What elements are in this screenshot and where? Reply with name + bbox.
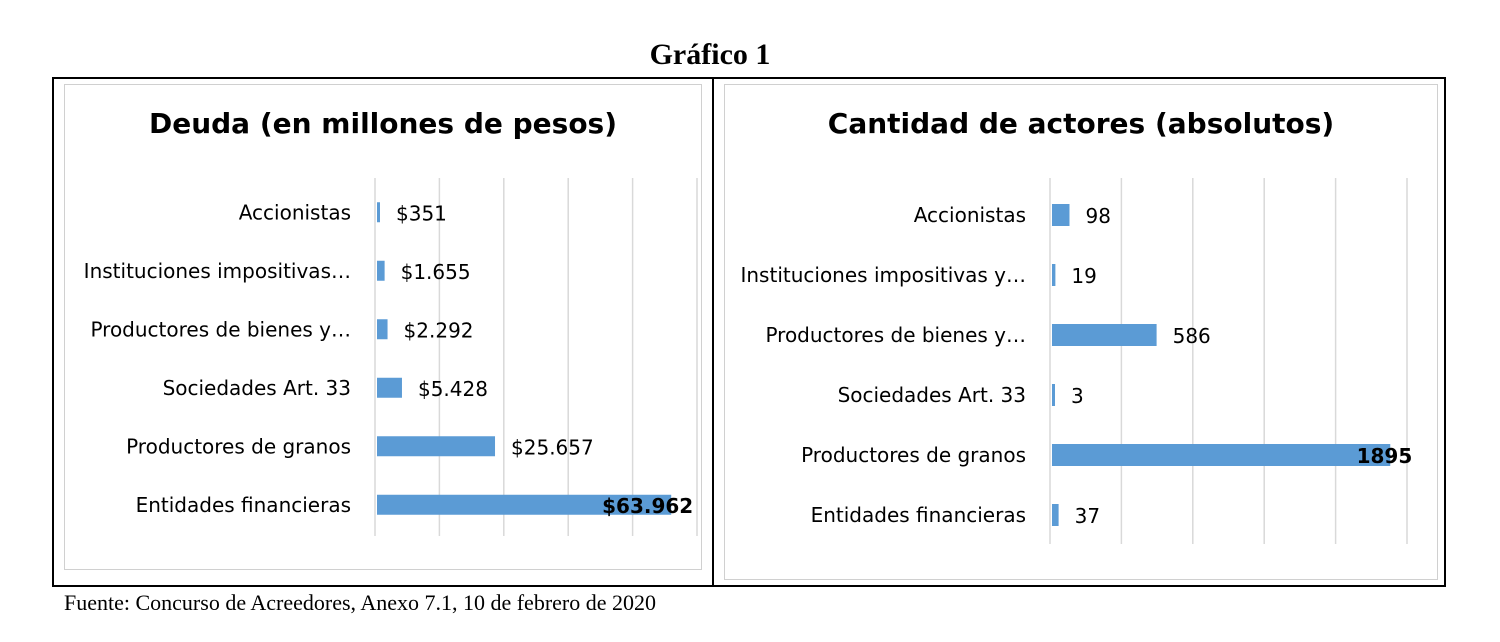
category-label-actores: Entidades financieras	[811, 503, 1026, 527]
bar-deuda	[377, 319, 388, 340]
chart-panel-deuda: Deuda (en millones de pesos)	[64, 84, 702, 570]
figure-title: Gráfico 1	[649, 38, 771, 71]
bar-deuda	[377, 377, 402, 398]
value-label-actores: 1895	[1357, 444, 1413, 468]
chart-title-deuda: Deuda (en millones de pesos)	[148, 107, 618, 140]
category-label-deuda: Accionistas	[239, 200, 351, 224]
value-label-actores: 98	[1085, 204, 1110, 228]
category-label-actores: Productores de granos	[801, 443, 1026, 467]
category-label-actores: Instituciones impositivas y…	[740, 263, 1026, 287]
value-label-actores: 37	[1075, 504, 1100, 528]
bar-actores	[1052, 384, 1055, 406]
bar-actores	[1052, 264, 1056, 286]
category-label-actores: Sociedades Art. 33	[838, 383, 1026, 407]
category-label-deuda: Instituciones impositivas…	[84, 259, 351, 283]
bar-actores	[1052, 204, 1070, 226]
category-label-deuda: Productores de granos	[126, 434, 351, 458]
category-label-deuda: Entidades financieras	[136, 493, 351, 517]
category-label-deuda: Sociedades Art. 33	[163, 376, 351, 400]
value-label-deuda: $351	[396, 201, 447, 225]
value-label-actores: 19	[1071, 264, 1096, 288]
value-label-actores: 586	[1173, 324, 1211, 348]
category-label-actores: Accionistas	[914, 203, 1026, 227]
value-label-deuda: $25.657	[511, 435, 594, 459]
bar-deuda	[377, 202, 380, 223]
chart-title-actores: Cantidad de actores (absolutos)	[827, 107, 1335, 140]
chart-plot-actores: Accionistas 98 Instituciones impositivas y…	[740, 178, 1413, 544]
figure-frame	[52, 77, 1446, 587]
value-label-deuda: $2.292	[404, 318, 474, 342]
bar-actores	[1052, 504, 1059, 526]
bar-actores	[1052, 324, 1157, 346]
category-label-actores: Productores de bienes y…	[765, 323, 1026, 347]
bar-deuda	[377, 260, 385, 281]
value-label-deuda: $1.655	[401, 260, 471, 284]
value-label-deuda: $63.962	[602, 494, 693, 518]
panel-divider	[712, 77, 714, 587]
chart-plot-deuda: Accionistas $351 Instituciones impositivas…	[84, 178, 698, 536]
category-label-deuda: Productores de bienes y…	[90, 317, 351, 341]
figure-source: Fuente: Concurso de Acreedores, Anexo 7.…	[64, 590, 657, 615]
value-label-actores: 3	[1071, 384, 1084, 408]
bar-actores	[1052, 444, 1391, 466]
value-label-deuda: $5.428	[418, 377, 488, 401]
bar-deuda	[377, 494, 672, 515]
bar-deuda	[377, 436, 496, 457]
